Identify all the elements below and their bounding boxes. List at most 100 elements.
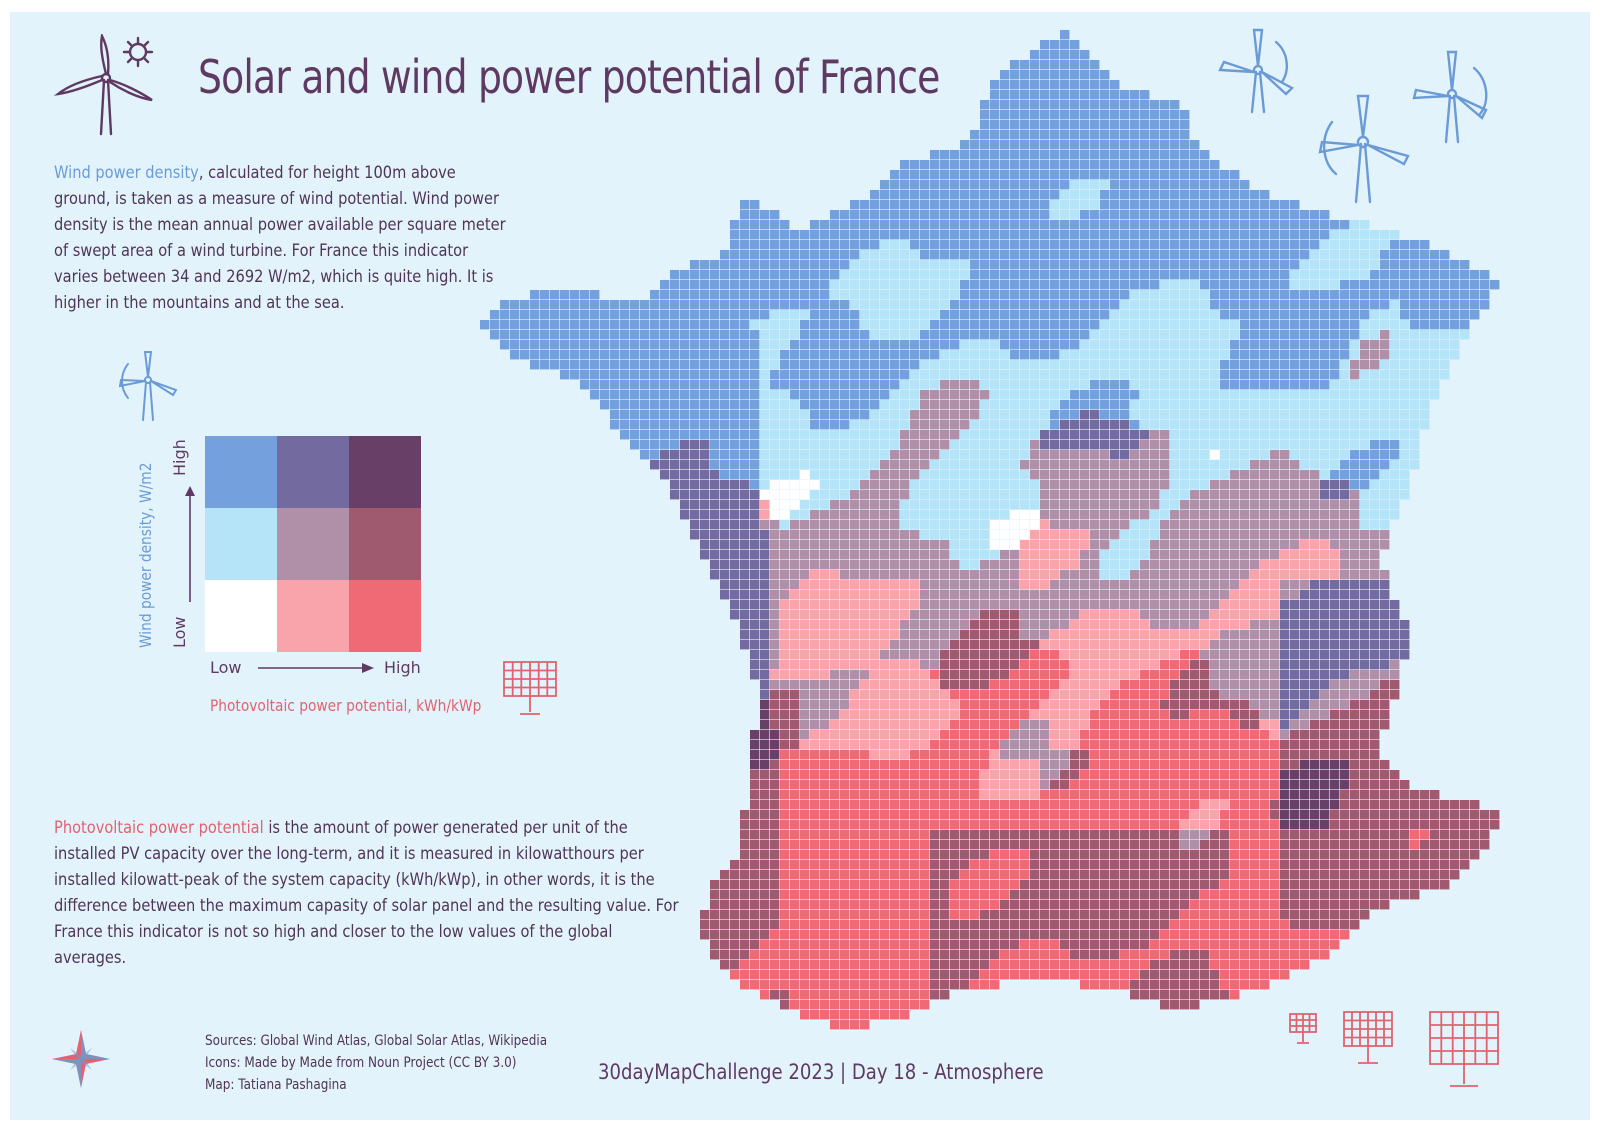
map-cell — [1340, 760, 1350, 770]
map-cell — [930, 740, 940, 750]
map-cell — [730, 520, 740, 530]
map-cell — [1240, 470, 1250, 480]
map-cell — [1250, 400, 1260, 410]
map-cell — [1360, 250, 1370, 260]
map-cell — [1210, 730, 1220, 740]
map-cell — [1470, 310, 1480, 320]
map-cell — [600, 360, 610, 370]
map-cell — [1310, 790, 1320, 800]
challenge-label: 30dayMapChallenge 2023 | Day 18 - Atmosp… — [598, 1060, 1044, 1084]
map-cell — [940, 300, 950, 310]
map-cell — [980, 500, 990, 510]
map-cell — [1260, 580, 1270, 590]
map-cell — [880, 480, 890, 490]
map-cell — [1260, 790, 1270, 800]
map-cell — [710, 450, 720, 460]
map-cell — [810, 360, 820, 370]
map-cell — [760, 590, 770, 600]
map-cell — [1000, 340, 1010, 350]
map-cell — [910, 540, 920, 550]
map-cell — [1190, 300, 1200, 310]
map-cell — [1080, 680, 1090, 690]
map-cell — [1340, 510, 1350, 520]
map-cell — [1370, 380, 1380, 390]
map-cell — [1290, 430, 1300, 440]
map-cell — [1010, 80, 1020, 90]
map-cell — [1050, 70, 1060, 80]
map-cell — [690, 450, 700, 460]
map-cell — [1250, 290, 1260, 300]
map-cell — [1160, 540, 1170, 550]
map-cell — [630, 410, 640, 420]
map-cell — [910, 770, 920, 780]
map-cell — [1010, 410, 1020, 420]
map-cell — [1260, 810, 1270, 820]
map-cell — [500, 300, 510, 310]
map-cell — [630, 390, 640, 400]
map-cell — [1110, 260, 1120, 270]
map-cell — [1080, 420, 1090, 430]
map-cell — [1160, 140, 1170, 150]
map-cell — [560, 310, 570, 320]
compass-rose-icon — [52, 1030, 110, 1088]
map-cell — [1250, 710, 1260, 720]
map-cell — [1080, 200, 1090, 210]
map-cell — [1420, 350, 1430, 360]
map-cell — [1080, 400, 1090, 410]
map-cell — [1430, 260, 1440, 270]
map-cell — [740, 300, 750, 310]
map-cell — [750, 790, 760, 800]
map-cell — [610, 400, 620, 410]
map-cell — [770, 680, 780, 690]
map-cell — [1330, 680, 1340, 690]
map-cell — [720, 570, 730, 580]
map-cell — [1070, 100, 1080, 110]
map-cell — [900, 720, 910, 730]
map-cell — [900, 690, 910, 700]
map-cell — [1190, 460, 1200, 470]
map-cell — [1180, 160, 1190, 170]
map-cell — [960, 330, 970, 340]
map-cell — [920, 380, 930, 390]
map-cell — [650, 320, 660, 330]
map-cell — [1070, 690, 1080, 700]
map-cell — [900, 560, 910, 570]
map-cell — [830, 800, 840, 810]
map-cell — [840, 350, 850, 360]
map-cell — [710, 510, 720, 520]
map-cell — [1200, 290, 1210, 300]
map-cell — [1000, 680, 1010, 690]
map-cell — [930, 500, 940, 510]
map-cell — [770, 720, 780, 730]
map-cell — [810, 450, 820, 460]
map-cell — [1230, 530, 1240, 540]
map-cell — [1010, 200, 1020, 210]
map-cell — [980, 160, 990, 170]
map-cell — [1330, 470, 1340, 480]
map-cell — [850, 390, 860, 400]
map-cell — [1090, 520, 1100, 530]
map-cell — [1300, 360, 1310, 370]
map-cell — [630, 300, 640, 310]
map-cell — [1270, 630, 1280, 640]
map-cell — [1060, 660, 1070, 670]
map-cell — [1040, 110, 1050, 120]
map-cell — [1130, 170, 1140, 180]
map-cell — [1060, 620, 1070, 630]
map-cell — [940, 200, 950, 210]
map-cell — [1080, 110, 1090, 120]
map-cell — [780, 520, 790, 530]
map-cell — [1290, 420, 1300, 430]
map-cell — [1380, 650, 1390, 660]
map-cell — [880, 630, 890, 640]
map-cell — [900, 490, 910, 500]
map-cell — [1000, 150, 1010, 160]
map-cell — [670, 390, 680, 400]
map-cell — [940, 680, 950, 690]
map-cell — [1170, 330, 1180, 340]
map-cell — [650, 410, 660, 420]
map-cell — [1260, 210, 1270, 220]
map-cell — [790, 740, 800, 750]
map-cell — [1260, 520, 1270, 530]
map-cell — [700, 310, 710, 320]
